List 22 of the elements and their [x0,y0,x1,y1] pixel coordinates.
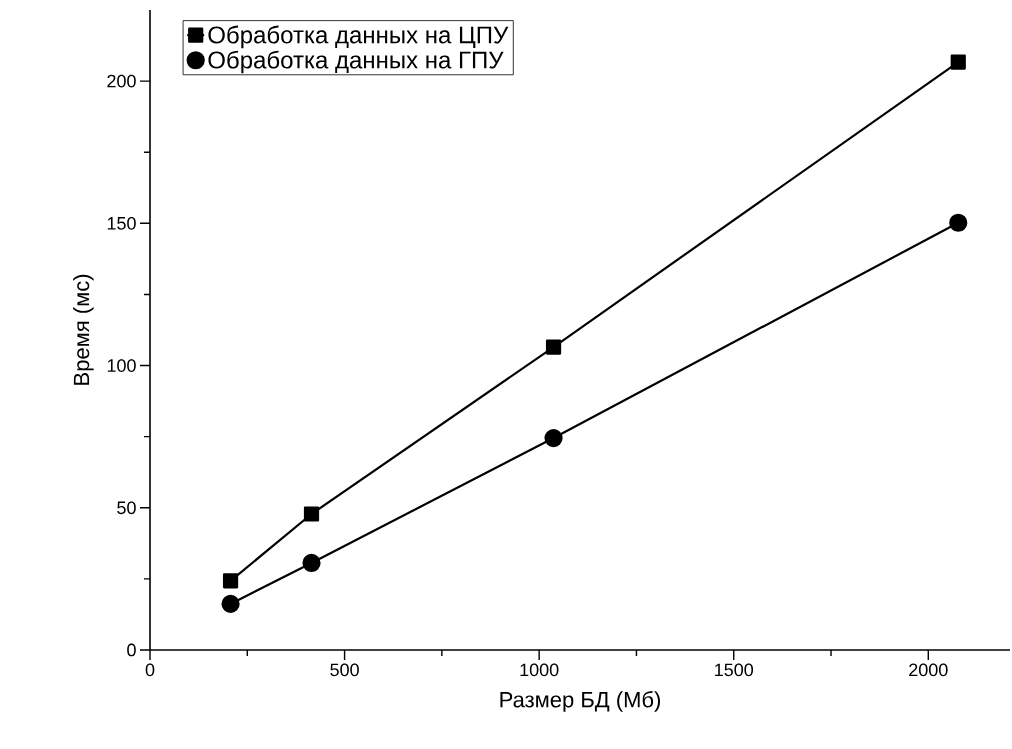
point [221,594,240,614]
point [303,506,320,522]
x-axis-title: Размер БД (Мб) [500,691,661,712]
y-tick-label: 0 [127,643,136,657]
y-axis-title: Время (мс) [73,274,94,385]
x-tick-label: 1000 [520,663,559,677]
x-tick-label: 2000 [909,663,948,677]
point [302,553,321,573]
y-tick-label: 200 [107,74,136,88]
point [545,339,562,355]
point [222,573,239,589]
x-tick-label: 0 [145,663,155,677]
legend-label: Обработка данных на ЦПУ [208,25,509,49]
point [544,428,563,448]
x-tick-label: 1500 [715,663,754,677]
y-tick-label: 50 [117,501,136,515]
legend-label: Обработка данных на ГПУ [208,50,504,74]
point [950,54,966,70]
y-tick-label: 150 [107,216,136,230]
x-tick-label: 500 [330,663,359,677]
point [949,213,968,232]
y-tick-label: 100 [107,359,136,372]
